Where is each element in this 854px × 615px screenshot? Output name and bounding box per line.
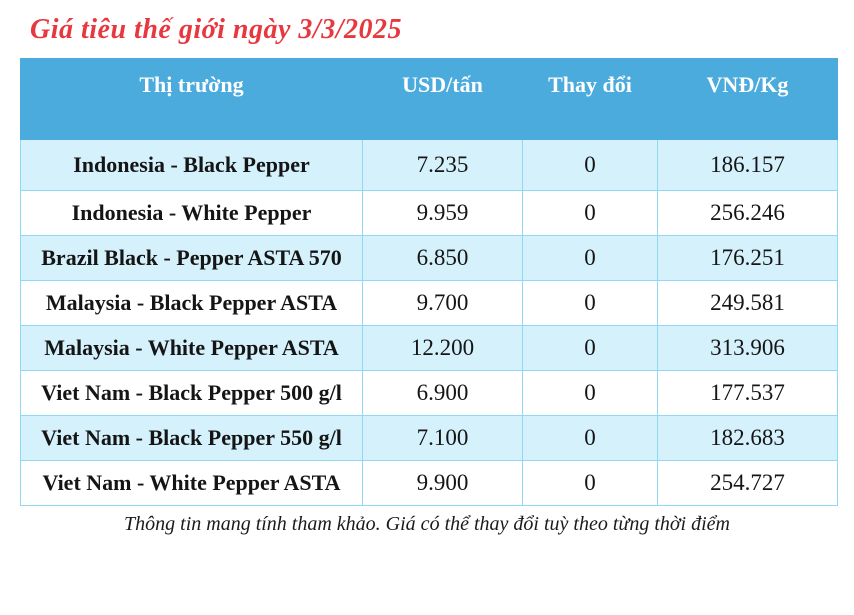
table-row: Viet Nam - Black Pepper 500 g/l 6.900 0 … — [20, 370, 838, 416]
pepper-price-page: Giá tiêu thế giới ngày 3/3/2025 Thị trườ… — [0, 14, 854, 615]
change-cell: 0 — [522, 280, 658, 326]
disclaimer-note: Thông tin mang tính tham khảo. Giá có th… — [124, 513, 730, 535]
change-cell: 0 — [522, 139, 658, 191]
col-header-vnd: VNĐ/Kg — [657, 58, 838, 140]
usd-cell: 9.959 — [362, 190, 523, 236]
vnd-cell: 177.537 — [657, 370, 838, 416]
table-row: Indonesia - Black Pepper 7.235 0 186.157 — [20, 139, 838, 191]
change-cell: 0 — [522, 460, 658, 506]
change-cell: 0 — [522, 415, 658, 461]
col-header-market: Thị trường — [20, 58, 363, 140]
vnd-cell: 182.683 — [657, 415, 838, 461]
market-cell: Indonesia - White Pepper — [20, 190, 363, 236]
table-header: Thị trường USD/tấn Thay đổi VNĐ/Kg — [20, 58, 838, 140]
usd-cell: 7.100 — [362, 415, 523, 461]
vnd-cell: 313.906 — [657, 325, 838, 371]
page-title: Giá tiêu thế giới ngày 3/3/2025 — [30, 14, 402, 45]
usd-cell: 7.235 — [362, 139, 523, 191]
market-cell: Malaysia - Black Pepper ASTA — [20, 280, 363, 326]
vnd-cell: 254.727 — [657, 460, 838, 506]
col-header-usd: USD/tấn — [362, 58, 523, 140]
vnd-cell: 176.251 — [657, 235, 838, 281]
market-cell: Viet Nam - White Pepper ASTA — [20, 460, 363, 506]
table-row: Brazil Black - Pepper ASTA 570 6.850 0 1… — [20, 235, 838, 281]
market-cell: Viet Nam - Black Pepper 500 g/l — [20, 370, 363, 416]
change-cell: 0 — [522, 190, 658, 236]
usd-cell: 6.900 — [362, 370, 523, 416]
market-cell: Viet Nam - Black Pepper 550 g/l — [20, 415, 363, 461]
table-row: Indonesia - White Pepper 9.959 0 256.246 — [20, 190, 838, 236]
table-row: Viet Nam - White Pepper ASTA 9.900 0 254… — [20, 460, 838, 506]
market-cell: Malaysia - White Pepper ASTA — [20, 325, 363, 371]
pepper-price-table: Thị trường USD/tấn Thay đổi VNĐ/Kg Indon… — [20, 58, 838, 506]
usd-cell: 9.900 — [362, 460, 523, 506]
table-row: Malaysia - Black Pepper ASTA 9.700 0 249… — [20, 280, 838, 326]
col-header-change: Thay đổi — [522, 58, 658, 140]
vnd-cell: 249.581 — [657, 280, 838, 326]
usd-cell: 9.700 — [362, 280, 523, 326]
table-row: Viet Nam - Black Pepper 550 g/l 7.100 0 … — [20, 415, 838, 461]
market-cell: Indonesia - Black Pepper — [20, 139, 363, 191]
change-cell: 0 — [522, 370, 658, 416]
vnd-cell: 186.157 — [657, 139, 838, 191]
vnd-cell: 256.246 — [657, 190, 838, 236]
header-row: Thị trường USD/tấn Thay đổi VNĐ/Kg — [20, 58, 838, 140]
table-row: Malaysia - White Pepper ASTA 12.200 0 31… — [20, 325, 838, 371]
table-body: Indonesia - Black Pepper 7.235 0 186.157… — [20, 139, 838, 506]
market-cell: Brazil Black - Pepper ASTA 570 — [20, 235, 363, 281]
change-cell: 0 — [522, 235, 658, 281]
change-cell: 0 — [522, 325, 658, 371]
usd-cell: 12.200 — [362, 325, 523, 371]
usd-cell: 6.850 — [362, 235, 523, 281]
